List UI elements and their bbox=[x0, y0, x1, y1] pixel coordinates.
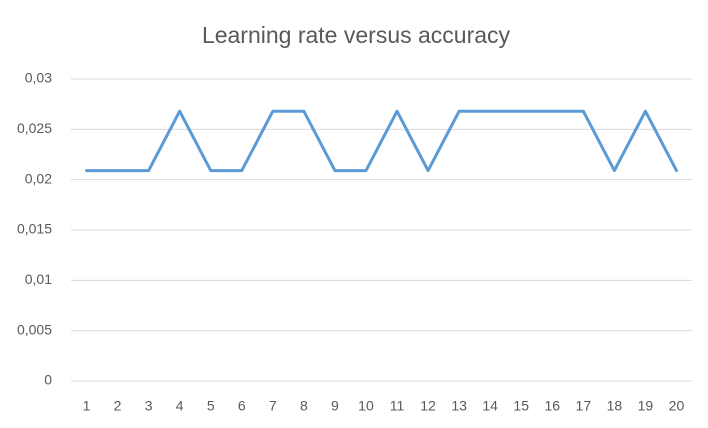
x-tick-label: 5 bbox=[207, 398, 215, 414]
x-tick-label: 19 bbox=[638, 398, 654, 414]
x-tick-label: 16 bbox=[544, 398, 560, 414]
y-tick-label: 0,015 bbox=[17, 221, 52, 237]
y-tick-label: 0,01 bbox=[25, 271, 52, 287]
y-tick-label: 0,005 bbox=[17, 321, 52, 337]
x-tick-label: 2 bbox=[114, 398, 122, 414]
chart-title: Learning rate versus accuracy bbox=[202, 22, 511, 48]
x-tick-label: 10 bbox=[358, 398, 374, 414]
x-tick-label: 15 bbox=[513, 398, 529, 414]
x-tick-label: 14 bbox=[482, 398, 498, 414]
data-line bbox=[85, 109, 678, 173]
y-tick-label: 0,025 bbox=[17, 120, 52, 136]
y-tick-label: 0,02 bbox=[25, 170, 52, 186]
x-tick-label: 17 bbox=[576, 398, 592, 414]
x-tick-label: 12 bbox=[420, 398, 436, 414]
x-tick-label: 3 bbox=[145, 398, 153, 414]
y-tick-label: 0,03 bbox=[25, 70, 52, 86]
x-tick-label: 7 bbox=[269, 398, 277, 414]
y-tick-label: 0 bbox=[44, 372, 52, 388]
x-tick-label: 20 bbox=[669, 398, 685, 414]
x-tick-label: 18 bbox=[607, 398, 623, 414]
x-tick-label: 11 bbox=[390, 398, 405, 414]
x-tick-label: 9 bbox=[331, 398, 339, 414]
x-tick-label: 1 bbox=[83, 398, 91, 414]
x-tick-label: 13 bbox=[451, 398, 467, 414]
x-tick-label: 6 bbox=[238, 398, 246, 414]
x-tick-label: 8 bbox=[300, 398, 308, 414]
x-tick-label: 4 bbox=[176, 398, 184, 414]
